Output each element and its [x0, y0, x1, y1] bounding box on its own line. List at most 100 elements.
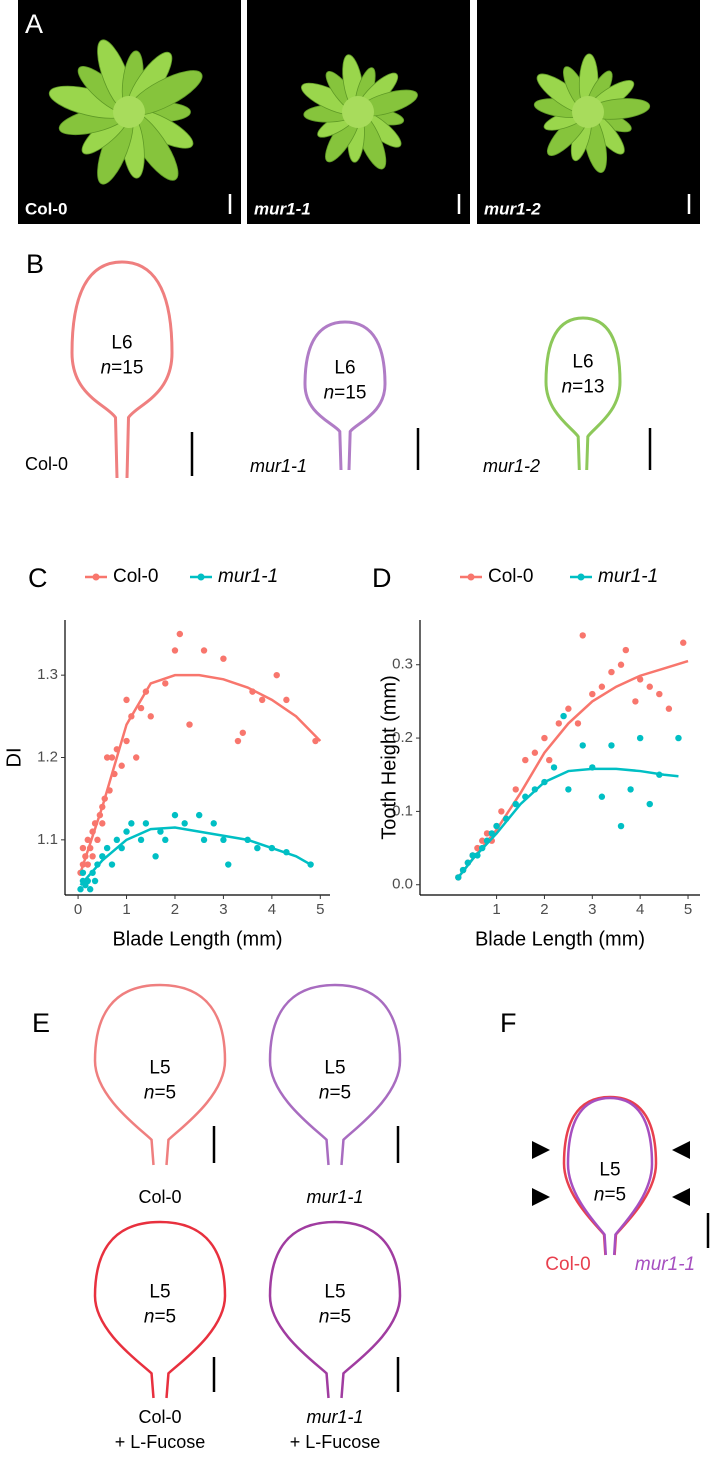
- genotype-label: mur1-1: [250, 456, 307, 476]
- legend-label: mur1-1: [218, 566, 278, 587]
- fit-line: [457, 659, 689, 879]
- data-point: [565, 705, 572, 712]
- data-point: [128, 820, 135, 827]
- legend-label: mur1-1: [598, 566, 658, 587]
- x-tick-label: 1: [492, 901, 500, 918]
- sample-size: n=5: [318, 1082, 352, 1104]
- data-point: [498, 808, 505, 815]
- genotype-label: Col-0: [138, 1187, 181, 1207]
- data-point: [665, 705, 673, 712]
- sample-size: n=15: [100, 357, 144, 379]
- y-tick-label: 1.2: [37, 748, 58, 765]
- data-point: [646, 683, 653, 690]
- data-point: [79, 869, 87, 876]
- x-tick-label: 4: [636, 901, 644, 918]
- data-point: [220, 655, 227, 662]
- leaf-number: L6: [111, 332, 133, 354]
- leaf-outline: [93, 1220, 227, 1399]
- leaf-number: L6: [572, 351, 594, 373]
- data-point: [86, 886, 94, 893]
- x-tick-label: 2: [540, 901, 548, 918]
- data-point: [118, 762, 125, 769]
- arrowhead: [532, 1141, 550, 1159]
- sample-size: n=13: [561, 376, 605, 398]
- data-point: [200, 836, 208, 844]
- data-point: [137, 704, 145, 712]
- x-tick-label: 2: [171, 901, 179, 918]
- data-point: [632, 698, 639, 705]
- panel-label: D: [372, 563, 392, 593]
- data-point: [598, 793, 606, 800]
- data-point: [157, 828, 164, 835]
- data-point: [162, 680, 169, 687]
- rosette-center: [342, 96, 374, 128]
- panel-label: C: [28, 563, 48, 593]
- data-point: [479, 837, 486, 844]
- leaf-outline: [268, 983, 402, 1166]
- data-point: [91, 877, 99, 885]
- leaf-number: L5: [599, 1159, 621, 1181]
- x-tick-label: 1: [122, 901, 130, 918]
- fit-line: [79, 826, 312, 886]
- y-tick-label: 0.2: [392, 729, 413, 746]
- data-point: [608, 742, 615, 749]
- photo-label: Col-0: [25, 199, 68, 218]
- data-point: [195, 811, 203, 819]
- data-point: [675, 734, 682, 742]
- leaf-number: L6: [334, 357, 356, 379]
- data-point: [171, 647, 179, 654]
- treatment-label: + L-Fucose: [115, 1432, 206, 1452]
- data-point: [598, 683, 606, 690]
- sample-size: n=5: [143, 1082, 177, 1104]
- legend-dot: [92, 573, 100, 581]
- data-point: [94, 836, 101, 844]
- data-point: [89, 853, 96, 860]
- arrowhead: [532, 1188, 550, 1206]
- leaf-outline: [268, 1220, 402, 1399]
- data-point: [483, 830, 491, 837]
- y-tick-label: 1.3: [37, 666, 58, 683]
- data-point: [617, 822, 625, 830]
- data-point: [656, 690, 663, 698]
- data-point: [84, 836, 91, 844]
- data-point: [579, 632, 586, 639]
- data-point: [123, 696, 130, 704]
- data-point: [137, 836, 145, 844]
- arrowhead: [672, 1141, 690, 1159]
- rosette-center: [113, 96, 145, 128]
- leaf-outline: [303, 320, 387, 471]
- y-tick-label: 0.0: [392, 876, 413, 893]
- fit-line: [79, 673, 322, 874]
- data-point: [627, 786, 634, 793]
- data-point: [234, 737, 242, 745]
- y-tick-label: 0.1: [392, 802, 413, 819]
- data-point: [186, 721, 193, 728]
- data-point: [152, 853, 159, 860]
- data-point: [108, 754, 116, 761]
- data-point: [493, 822, 500, 830]
- data-point: [113, 836, 121, 844]
- data-point: [254, 844, 261, 852]
- fit-line: [457, 767, 679, 879]
- data-point: [220, 836, 227, 844]
- y-axis-title: Tooth Height (mm): [378, 675, 400, 840]
- data-point: [273, 671, 280, 679]
- leaf-outline: [70, 260, 174, 479]
- sample-size: n=15: [323, 382, 367, 404]
- leaf-number: L5: [324, 1281, 346, 1303]
- data-point: [123, 737, 130, 745]
- genotype-label: mur1-1: [306, 1187, 363, 1207]
- data-point: [565, 786, 572, 793]
- y-axis-title: DI: [3, 748, 25, 768]
- x-axis-title: Blade Length (mm): [475, 928, 645, 950]
- x-tick-label: 5: [316, 901, 324, 918]
- panel-label: A: [25, 9, 43, 39]
- treatment-label: + L-Fucose: [290, 1432, 381, 1452]
- genotype-label: mur1-1: [635, 1254, 695, 1275]
- data-point: [162, 836, 169, 844]
- panel-label: E: [32, 1008, 50, 1038]
- data-point: [239, 729, 246, 736]
- sample-size: n=5: [593, 1184, 627, 1206]
- data-point: [579, 742, 586, 749]
